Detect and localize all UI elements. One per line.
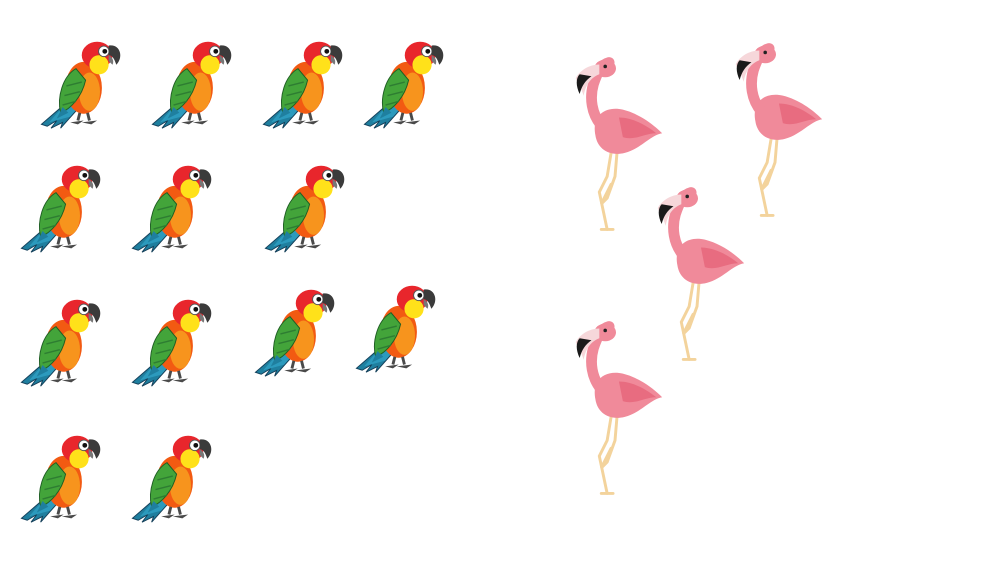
parrot-icon: [20, 165, 101, 253]
parrot-icon: [262, 41, 343, 129]
parrot-icon: [264, 165, 345, 253]
parrot-icon: [355, 285, 436, 373]
parrot-icon: [131, 299, 212, 387]
flamingo-icon: [657, 187, 745, 361]
flamingo-icon: [735, 43, 823, 217]
flamingo-icon: [575, 321, 663, 495]
parrot-icon: [254, 289, 335, 377]
parrot-icon: [20, 435, 101, 523]
parrot-icon: [131, 165, 212, 253]
parrot-icon: [40, 41, 121, 129]
parrot-icon: [20, 299, 101, 387]
parrot-icon: [363, 41, 444, 129]
parrot-icon: [151, 41, 232, 129]
parrot-icon: [131, 435, 212, 523]
flamingo-icon: [575, 57, 663, 231]
